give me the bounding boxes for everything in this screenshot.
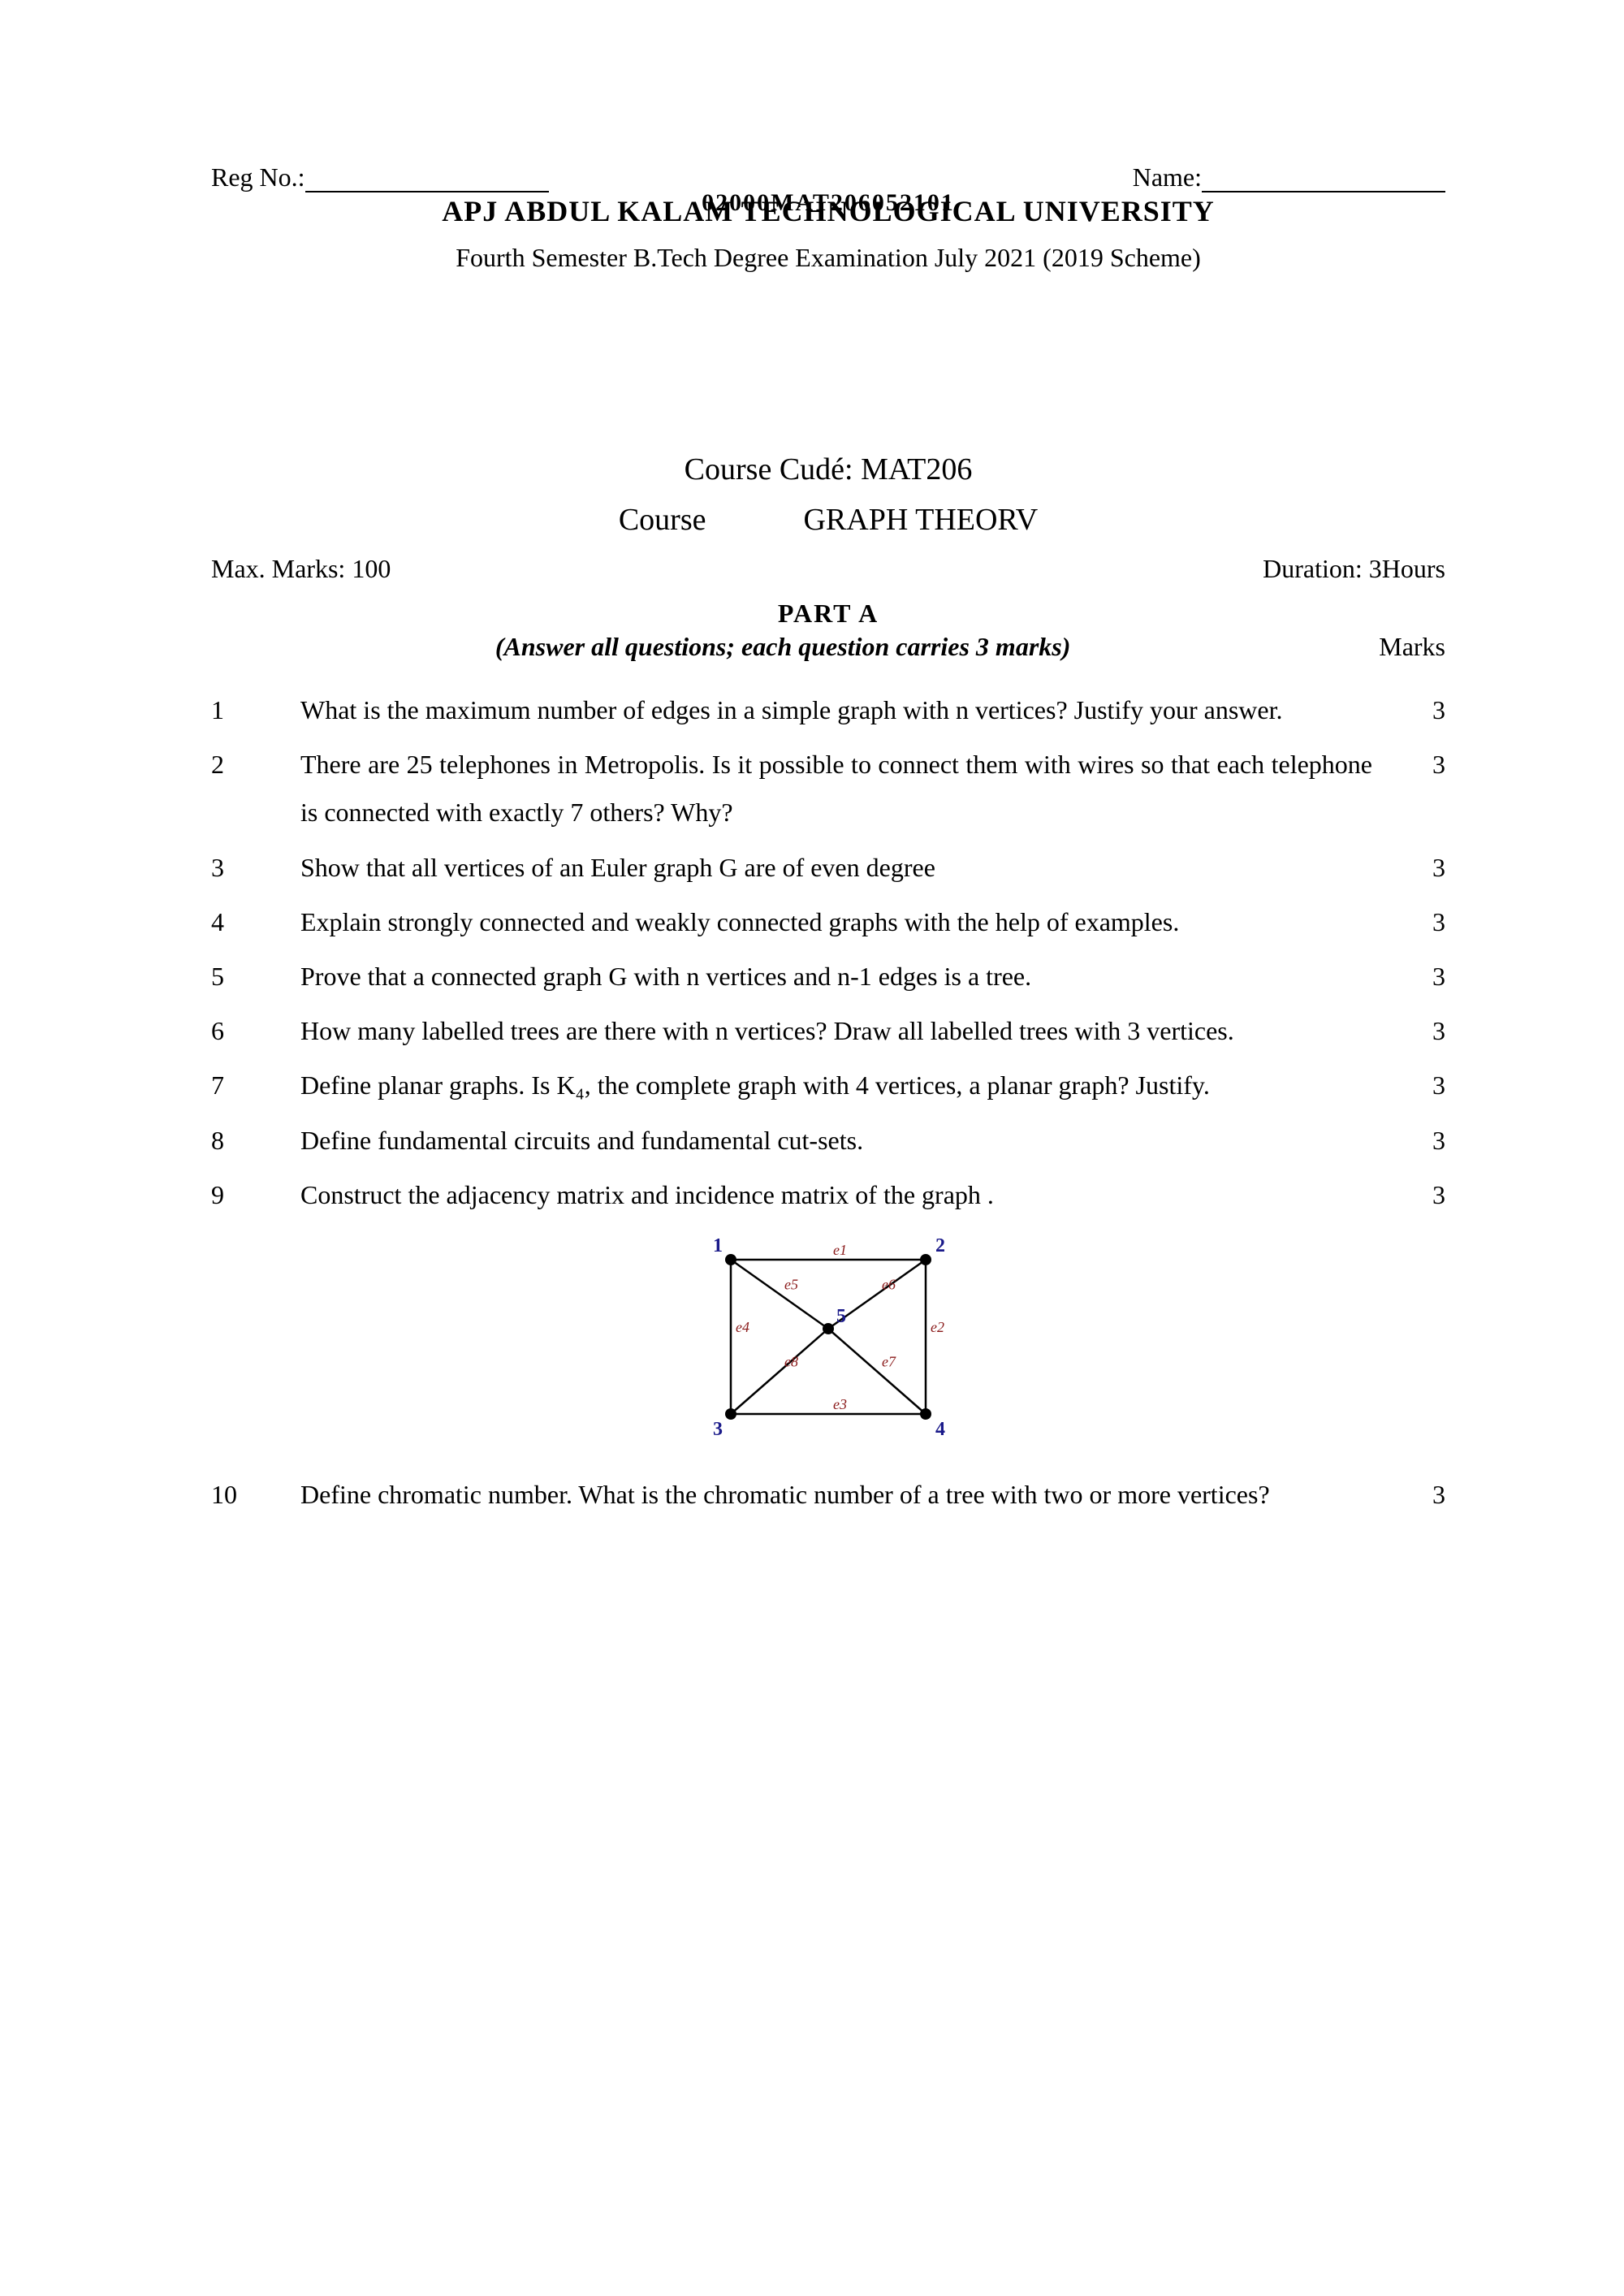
question-marks: 3 xyxy=(1372,953,1445,1001)
question-row: 7 Define planar graphs. Is K₄, the compl… xyxy=(211,1062,1445,1109)
reg-no-field: Reg No.: xyxy=(211,162,549,192)
course-label: Course xyxy=(619,502,706,538)
question-row: 5 Prove that a connected graph G with n … xyxy=(211,953,1445,1001)
question-row: 8 Define fundamental circuits and fundam… xyxy=(211,1117,1445,1165)
question-text: How many labelled trees are there with n… xyxy=(300,1007,1372,1055)
question-row: 2 There are 25 telephones in Metropolis.… xyxy=(211,741,1445,837)
question-row: 1 What is the maximum number of edges in… xyxy=(211,686,1445,734)
question-marks: 3 xyxy=(1372,844,1445,892)
svg-text:e1: e1 xyxy=(833,1242,847,1258)
question-text: Define planar graphs. Is K₄, the complet… xyxy=(300,1062,1372,1109)
reg-no-label: Reg No.: xyxy=(211,162,305,192)
question-number: 7 xyxy=(211,1062,300,1109)
reg-no-line xyxy=(305,191,549,192)
question-number: 3 xyxy=(211,844,300,892)
questions-list: 1 What is the maximum number of edges in… xyxy=(211,686,1445,1519)
svg-text:e3: e3 xyxy=(833,1396,847,1412)
question-row: 9 Construct the adjacency matrix and inc… xyxy=(211,1171,1445,1219)
question-marks: 3 xyxy=(1372,1471,1445,1519)
question-number: 4 xyxy=(211,898,300,946)
question-text: Define chromatic number. What is the chr… xyxy=(300,1471,1372,1519)
course-name-line: Course GRAPH THEORV xyxy=(211,502,1445,538)
course-code-line: Course Cudé: MAT206 xyxy=(211,452,1445,487)
marks-header: Marks xyxy=(1379,632,1445,662)
svg-text:e7: e7 xyxy=(882,1353,896,1369)
question-text: Show that all vertices of an Euler graph… xyxy=(300,844,1372,892)
question-row: 10 Define chromatic number. What is the … xyxy=(211,1471,1445,1519)
question-text: There are 25 telephones in Metropolis. I… xyxy=(300,741,1372,837)
question-number: 9 xyxy=(211,1171,300,1219)
question-number: 1 xyxy=(211,686,300,734)
question-marks: 3 xyxy=(1372,686,1445,734)
question-number: 5 xyxy=(211,953,300,1001)
university-line: 02000MAT206052101 APJ ABDUL KALAM TECHNO… xyxy=(211,194,1445,228)
question-number: 6 xyxy=(211,1007,300,1055)
question-number: 8 xyxy=(211,1117,300,1165)
instruction-row: (Answer all questions; each question car… xyxy=(211,632,1445,662)
instruction-text: (Answer all questions; each question car… xyxy=(211,632,1354,662)
question-marks: 3 xyxy=(1372,741,1445,789)
question-text: Construct the adjacency matrix and incid… xyxy=(300,1171,1372,1219)
question-marks: 3 xyxy=(1372,1171,1445,1219)
svg-text:e4: e4 xyxy=(736,1319,749,1335)
svg-text:e6: e6 xyxy=(882,1276,896,1292)
question-number: 10 xyxy=(211,1471,300,1519)
question-number: 2 xyxy=(211,741,300,789)
graph-figure: e1 e2 e3 e4 e5 e6 e7 e8 1 2 3 4 5 xyxy=(211,1235,1445,1446)
question-row: 4 Explain strongly connected and weakly … xyxy=(211,898,1445,946)
question-marks: 3 xyxy=(1372,1117,1445,1165)
question-text: Define fundamental circuits and fundamen… xyxy=(300,1117,1372,1165)
svg-text:4: 4 xyxy=(935,1419,945,1440)
svg-text:e8: e8 xyxy=(784,1353,798,1369)
name-line xyxy=(1202,191,1445,192)
svg-text:5: 5 xyxy=(836,1306,846,1327)
question-marks: 3 xyxy=(1372,1007,1445,1055)
course-name: GRAPH THEORV xyxy=(803,502,1038,538)
question-marks: 3 xyxy=(1372,1062,1445,1109)
name-label: Name: xyxy=(1133,162,1202,192)
max-marks: Max. Marks: 100 xyxy=(211,554,391,584)
question-row: 3 Show that all vertices of an Euler gra… xyxy=(211,844,1445,892)
question-text: Explain strongly connected and weakly co… xyxy=(300,898,1372,946)
svg-text:e2: e2 xyxy=(931,1319,944,1335)
svg-text:1: 1 xyxy=(713,1235,723,1256)
paper-code-overlay: 02000MAT206052101 xyxy=(702,189,955,217)
meta-row: Max. Marks: 100 Duration: 3Hours xyxy=(211,554,1445,584)
question-text: Prove that a connected graph G with n ve… xyxy=(300,953,1372,1001)
exam-line: Fourth Semester B.Tech Degree Examinatio… xyxy=(211,243,1445,273)
svg-text:e5: e5 xyxy=(784,1276,798,1292)
question-marks: 3 xyxy=(1372,898,1445,946)
part-title: PART A xyxy=(211,599,1445,629)
graph-svg: e1 e2 e3 e4 e5 e6 e7 e8 1 2 3 4 5 xyxy=(682,1235,974,1446)
svg-text:2: 2 xyxy=(935,1235,945,1256)
name-field: Name: xyxy=(1133,162,1445,192)
question-row: 6 How many labelled trees are there with… xyxy=(211,1007,1445,1055)
question-text: What is the maximum number of edges in a… xyxy=(300,686,1372,734)
duration: Duration: 3Hours xyxy=(1263,554,1445,584)
header-row: Reg No.: Name: xyxy=(211,162,1445,192)
svg-text:3: 3 xyxy=(713,1419,723,1440)
